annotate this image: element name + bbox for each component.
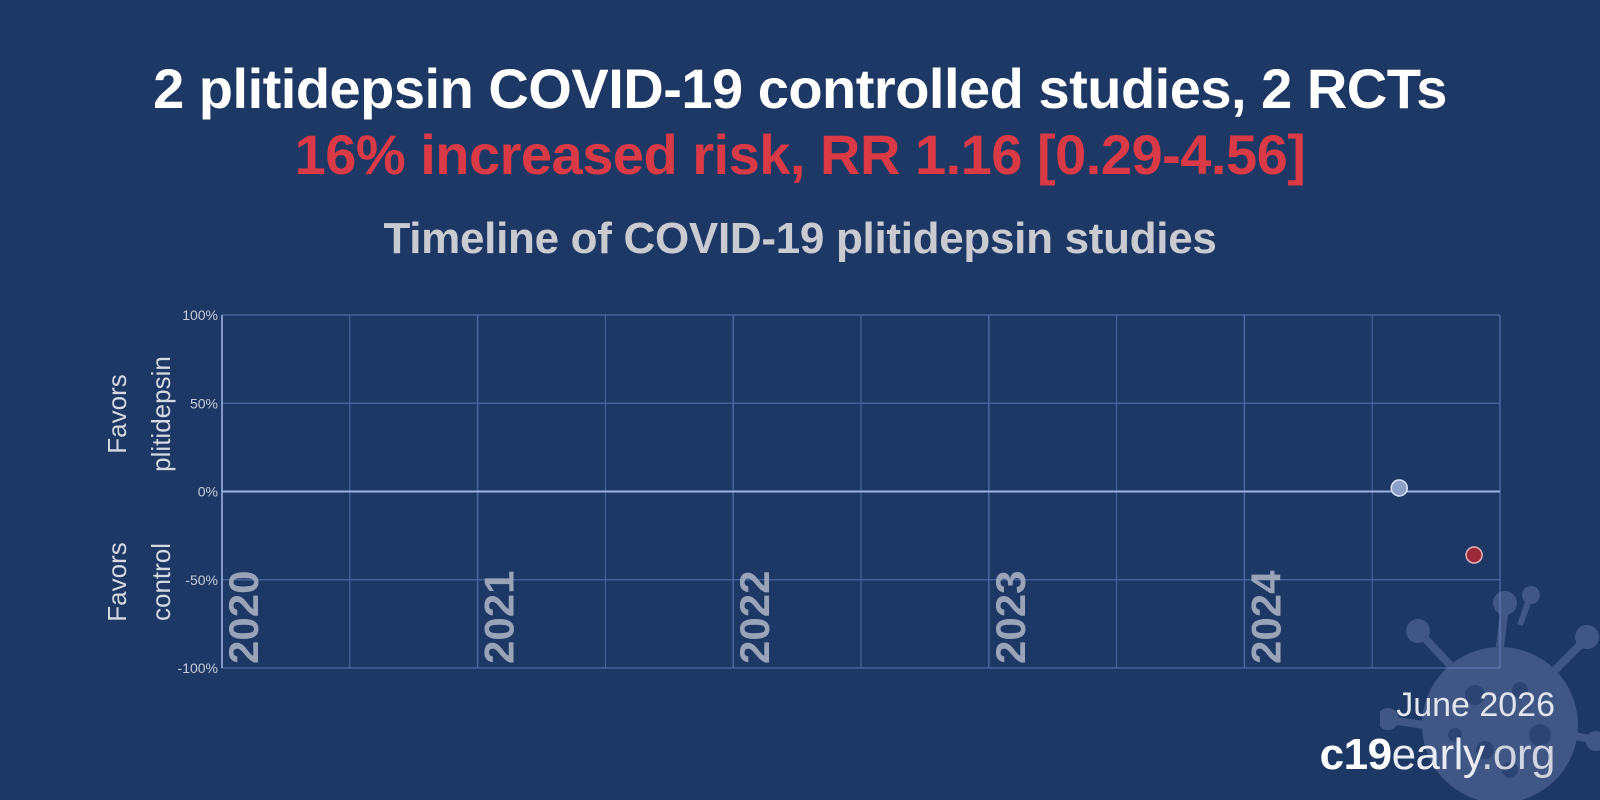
- virus-icon: [1380, 586, 1600, 800]
- site-logo-part-3: .org: [1481, 730, 1555, 779]
- side-labels: Favors plitidepsin Favors control: [102, 356, 176, 622]
- y-tick-label: 0%: [198, 484, 218, 500]
- favors-plitidepsin-label-line: plitidepsin: [146, 356, 176, 472]
- favors-control-label: Favors control: [102, 542, 176, 621]
- site-logo: c19early.org: [1319, 730, 1556, 780]
- data-points: [1390, 479, 1483, 564]
- year-label: 2023: [987, 571, 1034, 664]
- year-label: 2024: [1242, 570, 1289, 664]
- favors-plitidepsin-label: Favors plitidepsin: [102, 356, 176, 472]
- favors-control-label-line: Favors: [102, 542, 132, 621]
- site-logo-part-2: early: [1391, 730, 1482, 779]
- result-summary: 16% increased risk, RR 1.16 [0.29-4.56]: [294, 123, 1306, 186]
- favors-control-label-line: control: [146, 543, 176, 621]
- data-point: [1390, 479, 1409, 497]
- site-logo-part-1: c19: [1319, 730, 1392, 779]
- y-tick-label: -50%: [185, 572, 218, 588]
- y-tick-label: 50%: [190, 395, 218, 411]
- page-title: 2 plitidepsin COVID-19 controlled studie…: [153, 57, 1447, 120]
- year-label: 2020: [220, 571, 267, 664]
- data-point: [1465, 546, 1483, 564]
- year-label: 2021: [476, 571, 523, 664]
- year-labels: 2020 2021 2022 2023 2024: [220, 570, 1289, 664]
- chart-title: Timeline of COVID-19 plitidepsin studies: [383, 214, 1217, 263]
- date-label: June 2026: [1396, 686, 1555, 724]
- y-tick-labels: 100% 50% 0% -50% -100%: [178, 307, 218, 676]
- year-label: 2022: [731, 571, 778, 664]
- grid-lines: [221, 314, 1501, 669]
- favors-plitidepsin-label-line: Favors: [102, 374, 132, 453]
- y-tick-label: -100%: [178, 660, 218, 676]
- y-tick-label: 100%: [182, 307, 218, 323]
